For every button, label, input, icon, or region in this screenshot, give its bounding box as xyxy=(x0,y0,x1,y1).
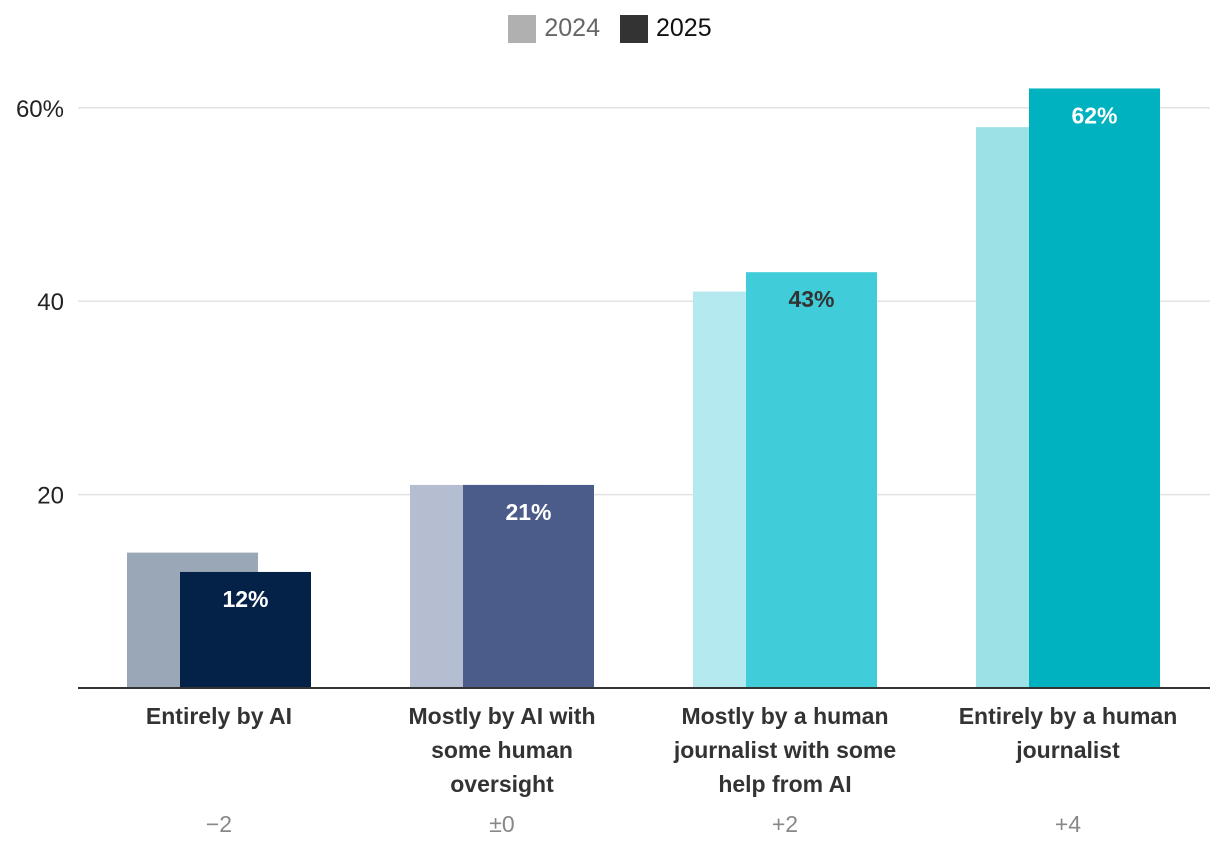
category-label-2-line-2: help from AI xyxy=(718,771,851,797)
legend-item-2025[interactable]: 2025 xyxy=(620,14,712,43)
bar-2025-3 xyxy=(1029,88,1160,688)
category-label-3-line-1: journalist xyxy=(1015,737,1120,763)
data-label-2025-2: 43% xyxy=(788,286,834,312)
bar-2025-2 xyxy=(746,272,877,688)
legend-label-2024: 2024 xyxy=(544,14,600,42)
category-label-1-line-0: Mostly by AI with xyxy=(409,703,596,729)
legend-label-2025: 2025 xyxy=(656,14,712,42)
category-sub-label-3: +4 xyxy=(1055,811,1081,837)
data-label-2025-1: 21% xyxy=(505,499,551,525)
category-label-1-line-1: some human xyxy=(431,737,573,763)
y-tick-label-2: 60% xyxy=(16,96,64,123)
bar-2025-0 xyxy=(180,571,311,688)
data-label-2025-0: 12% xyxy=(222,586,268,612)
category-label-2-line-1: journalist with some xyxy=(673,737,896,763)
category-sub-label-2: +2 xyxy=(772,811,798,837)
category-label-2-line-0: Mostly by a human xyxy=(681,703,888,729)
category-label-0-line-0: Entirely by AI xyxy=(146,703,292,729)
legend-item-2024[interactable]: 2024 xyxy=(508,14,600,43)
bar-2025-1 xyxy=(463,484,594,688)
legend: 2024 2025 xyxy=(0,14,1220,43)
y-tick-label-0: 20 xyxy=(37,483,64,510)
legend-swatch-2024 xyxy=(508,14,537,43)
legend-swatch-2025 xyxy=(620,14,648,43)
category-sub-label-0: −2 xyxy=(206,811,232,837)
category-label-1-line-2: oversight xyxy=(450,771,554,797)
category-sub-label-1: ±0 xyxy=(489,811,514,837)
category-label-3-line-0: Entirely by a human xyxy=(959,703,1178,729)
data-label-2025-3: 62% xyxy=(1071,102,1117,128)
y-tick-label-1: 40 xyxy=(37,289,64,316)
